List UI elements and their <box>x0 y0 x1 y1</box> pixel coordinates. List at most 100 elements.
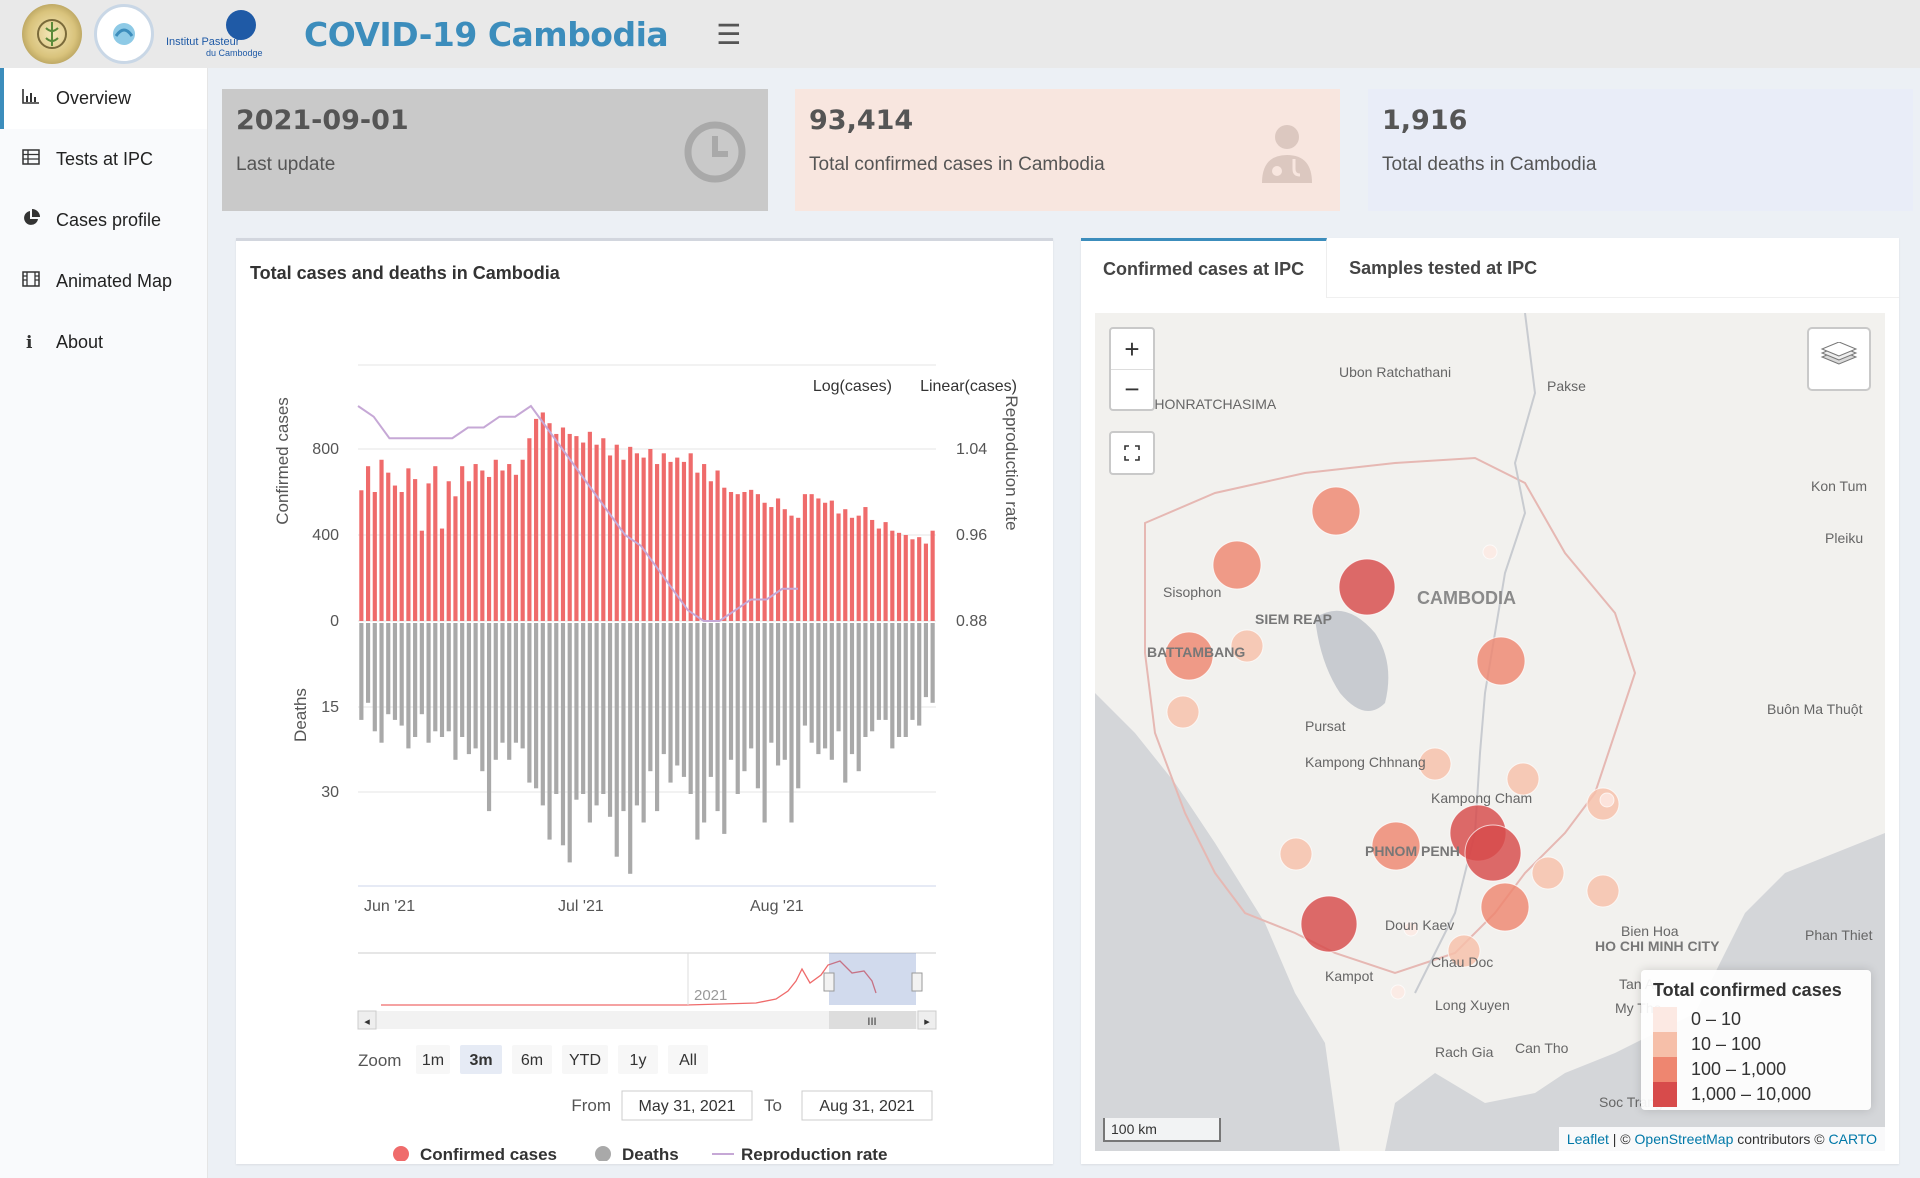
tab-samples-tested[interactable]: Samples tested at IPC <box>1349 257 1538 278</box>
fullscreen-icon <box>1124 445 1140 461</box>
province-bubble[interactable] <box>1464 824 1522 882</box>
place-label: Rach Gia <box>1435 1044 1494 1060</box>
province-bubble[interactable] <box>1586 874 1620 908</box>
legend-marker-deaths <box>595 1146 611 1161</box>
case-bar <box>742 492 747 621</box>
case-bar <box>386 472 391 621</box>
province-bubble[interactable] <box>1390 984 1406 1000</box>
zoom-button-all[interactable]: All <box>668 1045 708 1074</box>
deaths-axis-title: Deaths <box>291 688 310 742</box>
zoom-button-1m[interactable]: 1m <box>416 1045 450 1074</box>
to-date-input[interactable] <box>801 1090 933 1121</box>
death-bar <box>789 623 794 823</box>
layers-button[interactable] <box>1807 327 1871 391</box>
infobox-last-update: 2021-09-01 Last update <box>222 89 768 211</box>
case-bar <box>856 515 861 621</box>
case-bar <box>433 466 438 621</box>
case-bar <box>540 412 545 621</box>
sidebar-item-animated-map[interactable]: Animated Map <box>0 251 207 312</box>
death-bar <box>769 623 774 743</box>
fullscreen-button[interactable] <box>1109 431 1155 475</box>
carto-link[interactable]: CARTO <box>1828 1131 1878 1147</box>
place-label: KHONRATCHASIMA <box>1145 396 1277 412</box>
case-bar <box>587 431 592 621</box>
log-scale-button[interactable]: Log(cases) <box>813 378 892 395</box>
zoom-in-button[interactable]: + <box>1124 333 1140 364</box>
legend-item-deaths[interactable]: Deaths <box>622 1145 679 1161</box>
province-bubble[interactable] <box>1230 629 1264 663</box>
case-bar <box>930 530 935 621</box>
province-bubble[interactable] <box>1599 792 1615 808</box>
case-bar <box>762 502 767 621</box>
sidebar: Overview Tests at IPC Cases profile Anim… <box>0 68 208 1178</box>
from-date-input[interactable] <box>621 1090 753 1121</box>
sidebar-item-about[interactable]: i About <box>0 312 207 373</box>
x-tick-label: Aug '21 <box>750 898 804 915</box>
range-navigator[interactable]: 2021 III ◂ ▸ <box>357 952 937 1030</box>
navigator-scrollbar[interactable] <box>358 1011 936 1029</box>
case-bar <box>547 423 552 621</box>
zoom-label: Zoom <box>358 1051 401 1070</box>
leaflet-link[interactable]: Leaflet <box>1566 1131 1609 1147</box>
sidebar-item-cases-profile[interactable]: Cases profile <box>0 190 207 251</box>
place-label: Long Xuyen <box>1435 997 1510 1013</box>
linear-scale-button[interactable]: Linear(cases) <box>920 378 1017 395</box>
province-bubble[interactable] <box>1338 558 1396 616</box>
menu-toggle-icon[interactable]: ☰ <box>716 18 742 50</box>
navigator-handle-left[interactable] <box>823 972 835 992</box>
province-bubble[interactable] <box>1279 837 1313 871</box>
sidebar-item-overview[interactable]: Overview <box>0 68 207 129</box>
province-bubble[interactable] <box>1447 934 1481 968</box>
province-bubble[interactable] <box>1371 821 1421 871</box>
death-bar <box>775 623 781 766</box>
case-bar <box>681 461 687 621</box>
scroll-left-button[interactable] <box>357 1010 377 1030</box>
legend-item-rate[interactable]: Reproduction rate <box>741 1145 887 1161</box>
province-bubble[interactable] <box>1480 882 1530 932</box>
province-bubble[interactable] <box>1311 486 1361 536</box>
zoom-button-6m[interactable]: 6m <box>512 1045 552 1074</box>
to-date-value: Aug 31, 2021 <box>819 1098 914 1115</box>
zoom-button-bg <box>416 1045 450 1074</box>
map-legend-row: 100 – 1,000 <box>1653 1057 1859 1082</box>
navigator-handle-right[interactable] <box>911 972 923 992</box>
sidebar-item-tests-at-ipc[interactable]: Tests at IPC <box>0 129 207 190</box>
cases-map[interactable]: Ubon Ratchathani Pakse KHONRATCHASIMA Ko… <box>1095 313 1885 1151</box>
province-bubble[interactable] <box>1418 747 1452 781</box>
province-bubble[interactable] <box>1482 544 1498 560</box>
legend-item-cases[interactable]: Confirmed cases <box>420 1145 557 1161</box>
death-bar <box>728 623 734 760</box>
death-bar <box>527 623 532 783</box>
navigator-selection[interactable] <box>829 953 916 1005</box>
case-bar <box>601 438 606 621</box>
province-bubble[interactable] <box>1166 695 1200 729</box>
province-bubble[interactable] <box>1476 636 1526 686</box>
death-bar <box>883 623 888 720</box>
death-bar <box>735 623 740 794</box>
zoom-button-3m[interactable]: 3m <box>460 1045 502 1074</box>
rate-tick-label: 0.88 <box>956 613 987 630</box>
province-bubble[interactable] <box>1403 921 1419 937</box>
death-bars <box>359 623 935 874</box>
zoom-out-button[interactable]: − <box>1111 369 1153 409</box>
navigator-scrollbar-thumb[interactable] <box>829 1011 916 1029</box>
tab-confirmed-cases[interactable]: Confirmed cases at IPC <box>1081 238 1328 298</box>
province-bubble[interactable] <box>1164 631 1214 681</box>
zoom-button-1y[interactable]: 1y <box>618 1045 658 1074</box>
province-bubble[interactable] <box>1212 540 1262 590</box>
death-bar <box>843 623 848 783</box>
place-label: Kampot <box>1325 968 1373 984</box>
scroll-right-button[interactable] <box>917 1010 937 1030</box>
osm-link[interactable]: OpenStreetMap <box>1634 1131 1734 1147</box>
death-bar <box>816 623 821 755</box>
death-bar <box>849 623 855 755</box>
chart-panel: Total cases and deaths in Cambodia Confi… <box>236 238 1053 1164</box>
province-bubble[interactable] <box>1506 762 1540 796</box>
province-bubble[interactable] <box>1300 895 1358 953</box>
clock-icon <box>682 119 748 185</box>
zoom-button-bg <box>512 1045 552 1074</box>
zoom-button-bg <box>460 1045 502 1074</box>
case-bar <box>870 519 875 621</box>
zoom-button-ytd[interactable]: YTD <box>562 1045 608 1074</box>
province-bubble[interactable] <box>1531 856 1565 890</box>
